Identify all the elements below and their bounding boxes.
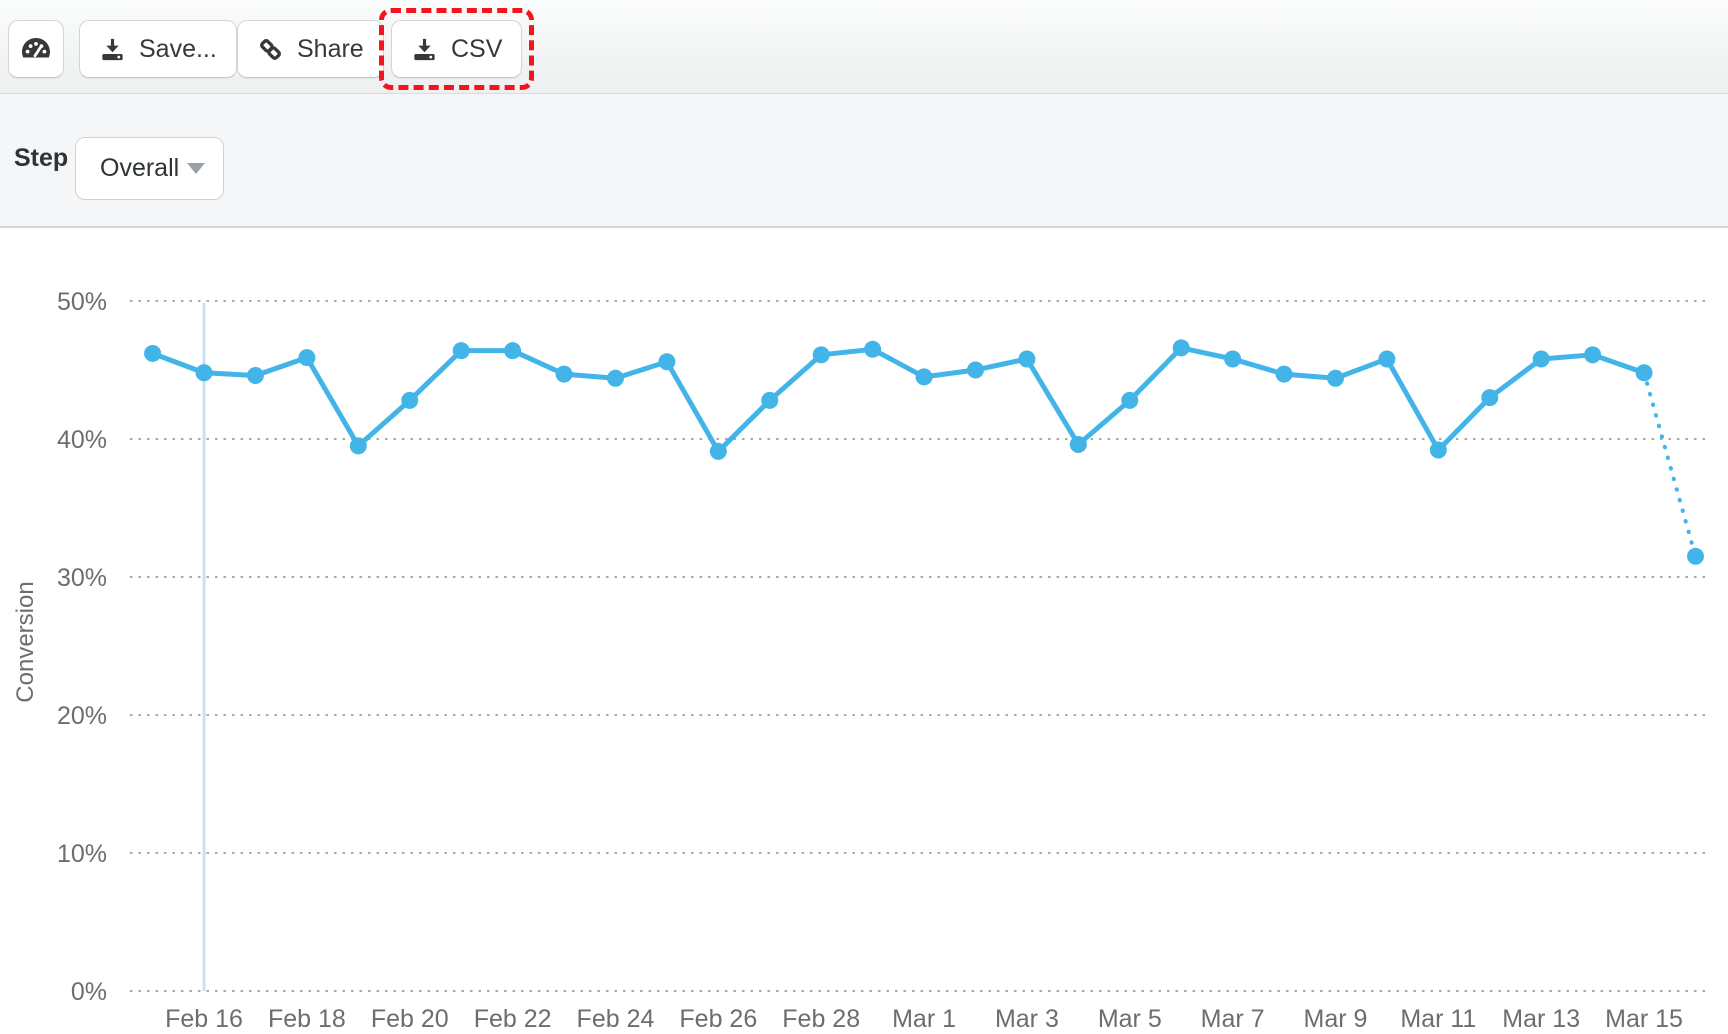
share-button-label: Share (297, 34, 364, 63)
x-axis-tick-label: Mar 9 (1304, 1005, 1368, 1033)
data-point[interactable] (504, 342, 522, 360)
data-point[interactable] (1532, 350, 1550, 368)
data-point[interactable] (401, 391, 419, 409)
chevron-down-icon (187, 163, 205, 174)
data-point[interactable] (1429, 441, 1447, 459)
y-axis-tick-label: 0% (71, 978, 107, 1006)
chart-svg: 0% 10% 20% 30% 40% 50% Feb 16 Feb 18 Feb 20 Feb 2… (12, 288, 1710, 1033)
dashboard-button[interactable] (8, 20, 64, 78)
data-point[interactable] (1275, 365, 1293, 383)
x-axis-tick-label: Mar 11 (1400, 1005, 1476, 1033)
step-dropdown-value: Overall (100, 154, 180, 182)
x-axis-tick-label: Feb 20 (371, 1005, 449, 1033)
x-axis-tick-label: Feb 26 (679, 1005, 757, 1033)
data-point[interactable] (709, 442, 727, 460)
data-point[interactable] (144, 344, 162, 362)
save-button[interactable]: Save... (79, 20, 237, 78)
x-axis-tick-label: Mar 5 (1098, 1005, 1162, 1033)
data-point[interactable] (1584, 346, 1602, 364)
data-point[interactable] (555, 365, 573, 383)
y-axis-tick-label: 10% (57, 840, 107, 868)
data-point[interactable] (864, 340, 882, 358)
data-point[interactable] (658, 353, 676, 371)
download-icon (99, 36, 126, 63)
share-button[interactable]: Share (237, 20, 384, 78)
csv-button-label: CSV (451, 34, 503, 63)
data-point[interactable] (1481, 389, 1499, 407)
data-point[interactable] (1172, 339, 1190, 357)
step-controls: Step Overall (0, 94, 1728, 228)
data-point[interactable] (812, 346, 830, 364)
save-button-label: Save... (139, 34, 217, 63)
data-point[interactable] (1069, 436, 1087, 454)
projected-segment (1642, 370, 1698, 559)
x-axis-tick-label: Feb 28 (782, 1005, 860, 1033)
data-point[interactable] (298, 349, 316, 367)
data-point[interactable] (195, 364, 213, 382)
x-axis-tick-label: Feb 18 (268, 1005, 346, 1033)
data-point[interactable] (1687, 547, 1704, 565)
y-axis-tick-label: 20% (57, 702, 107, 730)
data-point[interactable] (452, 342, 470, 360)
data-point[interactable] (1121, 391, 1139, 409)
series-line (150, 345, 1647, 454)
data-point[interactable] (966, 361, 984, 379)
toolbar: Save... Share (0, 0, 1728, 94)
x-axis-tick-label: Mar 15 (1605, 1005, 1683, 1033)
x-axis-tick-label: Mar 1 (892, 1005, 956, 1033)
conversion-chart: 0% 10% 20% 30% 40% 50% Feb 16 Feb 18 Feb 20 Feb 2… (0, 228, 1728, 1034)
x-axis-tick-label: Feb 24 (577, 1005, 655, 1033)
step-label: Step (14, 144, 69, 172)
data-point[interactable] (1224, 350, 1242, 368)
link-icon (257, 36, 284, 63)
x-axis-tick-label: Mar 7 (1201, 1005, 1265, 1033)
step-dropdown[interactable]: Overall (75, 137, 224, 200)
data-point[interactable] (246, 367, 264, 385)
y-axis-tick-label: 40% (57, 426, 107, 454)
data-point[interactable] (349, 437, 367, 455)
data-point[interactable] (1018, 350, 1036, 368)
x-axis-tick-label: Feb 16 (165, 1005, 243, 1033)
y-axis-tick-label: 50% (57, 288, 107, 316)
csv-button[interactable]: CSV (391, 20, 523, 78)
x-axis-tick-label: Mar 13 (1502, 1005, 1580, 1033)
data-point[interactable] (915, 368, 933, 386)
data-point[interactable] (1378, 350, 1396, 368)
data-point[interactable] (1635, 364, 1653, 382)
data-point[interactable] (1326, 369, 1344, 387)
download-icon (411, 36, 438, 63)
csv-highlight-box: CSV (379, 8, 535, 90)
data-point[interactable] (606, 369, 624, 387)
y-axis-title: Conversion (12, 581, 39, 702)
data-point[interactable] (761, 391, 779, 409)
x-axis-tick-label: Mar 3 (995, 1005, 1059, 1033)
x-axis-tick-label: Feb 22 (474, 1005, 552, 1033)
y-axis-tick-label: 30% (57, 564, 107, 592)
gauge-icon (20, 36, 52, 62)
